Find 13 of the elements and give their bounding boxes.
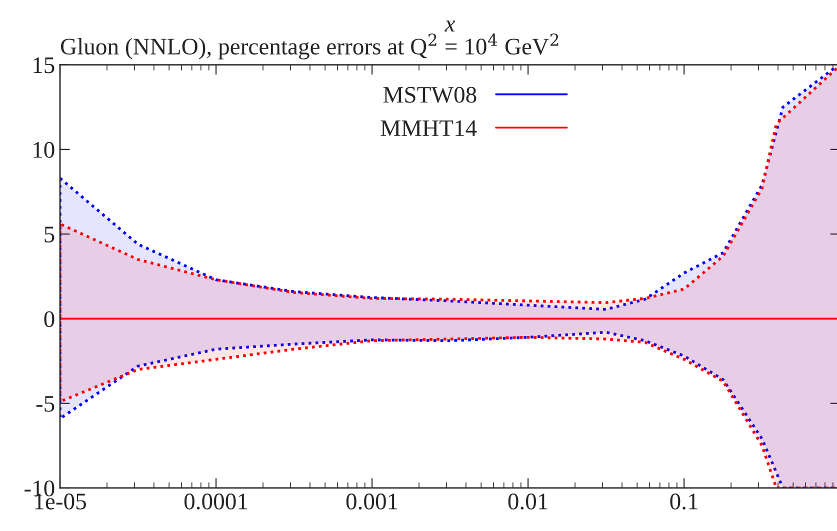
y-tick-label: 0 xyxy=(44,311,54,328)
legend-label: MSTW08 xyxy=(383,86,476,103)
legend-label: MMHT14 xyxy=(380,120,477,136)
x-tick-label: 0.1 xyxy=(670,494,698,510)
y-tick-label: 15 xyxy=(34,57,54,74)
x-tick-label: 0.001 xyxy=(346,494,398,510)
x-axis-title: x xyxy=(444,20,456,32)
y-tick-label: 10 xyxy=(34,142,54,158)
chart-title: Gluon (NNLO), percentage errors at Q$^{2}$ = 10$^{4}$ GeV$^{2}$ xyxy=(60,33,558,60)
y-tick-label: -5 xyxy=(36,396,54,412)
y-tick-label: 5 xyxy=(44,226,54,242)
x-tick-label: 0.0001 xyxy=(184,494,248,510)
x-tick-label: 0.01 xyxy=(508,494,548,510)
